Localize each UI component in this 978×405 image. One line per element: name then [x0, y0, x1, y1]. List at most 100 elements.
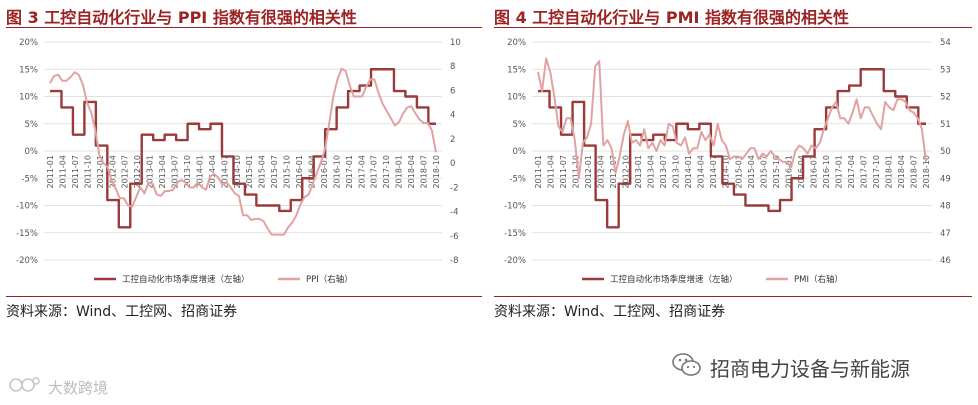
x-tick-label: 2016-04 — [797, 155, 806, 188]
x-tick-label: 2012-07 — [609, 155, 618, 188]
watermark-text: 大数跨境 — [48, 378, 109, 397]
y-right-tick-label: 8 — [450, 62, 455, 72]
y-left-tick-label: -20% — [16, 256, 38, 266]
y-right-tick-label: 48 — [940, 202, 951, 212]
y-left-tick-label: 0% — [25, 147, 39, 157]
x-tick-label: 2014-07 — [220, 155, 229, 188]
legend-label-primary: 工控自动化市场季度增速（左轴） — [122, 274, 250, 285]
legend-label-secondary: PMI（右轴） — [794, 274, 843, 285]
x-tick-label: 2016-01 — [784, 155, 793, 188]
x-tick-label: 2016-07 — [809, 155, 818, 188]
figure-4-chart: 20% 15% 10% 5% 0% -5% -10% -15% -20% 54 53 52 51 50 49… — [504, 38, 951, 285]
x-tick-label: 2017-07 — [370, 155, 379, 188]
y-left-tick-label: 20% — [507, 38, 526, 48]
x-tick-label: 2014-04 — [208, 155, 217, 188]
x-tick-label: 2014-07 — [709, 155, 718, 188]
y-right-tick-label: 49 — [940, 174, 951, 184]
x-tick-label: 2012-01 — [96, 155, 105, 188]
x-tick-label: 2016-01 — [295, 155, 304, 188]
series-line-right-axis — [537, 57, 927, 180]
x-tick-label: 2016-07 — [320, 155, 329, 188]
wechat-account: 招商电力设备与新能源 — [672, 352, 910, 382]
x-tick-label: 2017-10 — [872, 155, 881, 188]
y-left-tick-label: 5% — [25, 120, 39, 130]
y-left-tick-label: -15% — [504, 229, 526, 239]
x-tick-label: 2012-04 — [597, 155, 606, 188]
y-right-tick-label: 2 — [450, 135, 455, 145]
y-right-tick-label: -2 — [450, 183, 458, 193]
y-left-tick-label: -10% — [504, 202, 526, 212]
y-right-tick-label: 10 — [450, 38, 461, 48]
x-tick-label: 2012-07 — [121, 155, 130, 188]
x-tick-label: 2018-07 — [909, 155, 918, 188]
x-tick-label: 2018-07 — [420, 155, 429, 188]
y-left-tick-label: 10% — [507, 93, 526, 103]
x-tick-label: 2017-01 — [345, 155, 354, 188]
x-tick-label: 2015-07 — [270, 155, 279, 188]
wechat-account-name: 招商电力设备与新能源 — [710, 356, 910, 381]
x-tick-label: 2011-01 — [46, 155, 55, 188]
y-left-tick-label: 20% — [19, 38, 38, 48]
y-right-tick-label: -8 — [450, 256, 458, 266]
x-tick-label: 2011-04 — [547, 155, 556, 188]
figure-4-title: 图 4 工控自动化行业与 PMI 指数有很强的相关性 — [494, 8, 850, 27]
y-right-tick-label: 47 — [940, 229, 951, 239]
y-left-tick-label: 0% — [513, 147, 527, 157]
y-right-tick-label: 50 — [940, 147, 951, 157]
watermark-logo-icon — [8, 374, 42, 400]
x-tick-label: 2013-10 — [183, 155, 192, 188]
y-left-tick-label: 5% — [513, 120, 527, 130]
x-tick-label: 2011-10 — [572, 155, 581, 188]
y-left-tick-label: -15% — [16, 229, 38, 239]
y-right-tick-label: 0 — [450, 159, 455, 169]
figure-3-chart: 20% 15% 10% 5% 0% -5% -10% -15% -20% 10 8 6 4 2 0 -2 -4 -… — [16, 38, 461, 285]
y-right-tick-label: 46 — [940, 256, 951, 266]
x-tick-label: 2013-01 — [146, 155, 155, 188]
x-tick-label: 2012-01 — [584, 155, 593, 188]
x-tick-label: 2015-01 — [734, 155, 743, 188]
x-tick-label: 2013-10 — [672, 155, 681, 188]
y-left-tick-label: -5% — [21, 174, 38, 184]
x-tick-label: 2016-10 — [332, 155, 341, 188]
x-tick-label: 2014-01 — [195, 155, 204, 188]
x-tick-label: 2017-04 — [357, 155, 366, 188]
y-right-tick-label: 53 — [940, 65, 951, 75]
y-left-tick-label: 15% — [507, 65, 526, 75]
figure-4-title-rule — [494, 27, 972, 28]
x-tick-label: 2018-04 — [897, 155, 906, 188]
y-left-tick-label: -10% — [16, 202, 38, 212]
figure-4-source: 资料来源：Wind、工控网、招商证券 — [494, 304, 726, 320]
x-tick-label: 2015-01 — [245, 155, 254, 188]
x-tick-label: 2015-04 — [747, 155, 756, 188]
x-tick-label: 2018-04 — [407, 155, 416, 188]
y-right-tick-label: 52 — [940, 93, 951, 103]
x-tick-label: 2013-07 — [171, 155, 180, 188]
x-tick-label: 2012-04 — [108, 155, 117, 188]
figure-3-source: 资料来源：Wind、工控网、招商证券 — [6, 304, 238, 320]
y-right-tick-label: 4 — [450, 111, 455, 121]
figure-4-bottom-rule — [494, 296, 972, 297]
x-tick-label: 2011-04 — [58, 155, 67, 188]
x-tick-label: 2015-10 — [283, 155, 292, 188]
x-tick-label: 2018-01 — [884, 155, 893, 188]
x-tick-label: 2017-01 — [834, 155, 843, 188]
x-tick-label: 2013-04 — [647, 155, 656, 188]
x-tick-label: 2013-07 — [659, 155, 668, 188]
x-tick-label: 2013-01 — [634, 155, 643, 188]
x-tick-label: 2017-04 — [847, 155, 856, 188]
x-tick-label: 2011-01 — [534, 155, 543, 188]
figure-3-title-rule — [6, 27, 482, 28]
x-tick-label: 2014-10 — [233, 155, 242, 188]
y-right-tick-label: -6 — [450, 232, 458, 242]
x-tick-label: 2015-07 — [759, 155, 768, 188]
y-right-tick-label: 6 — [450, 86, 455, 96]
x-tick-label: 2015-10 — [772, 155, 781, 188]
series-line-left-axis — [50, 68, 436, 229]
series-line-left-axis — [538, 68, 926, 229]
x-tick-label: 2011-10 — [83, 155, 92, 188]
x-tick-label: 2017-10 — [382, 155, 391, 188]
x-tick-label: 2014-04 — [697, 155, 706, 188]
legend-label-secondary: PPI（右轴） — [306, 274, 353, 285]
y-right-tick-label: 51 — [940, 120, 951, 130]
x-tick-label: 2017-07 — [859, 155, 868, 188]
